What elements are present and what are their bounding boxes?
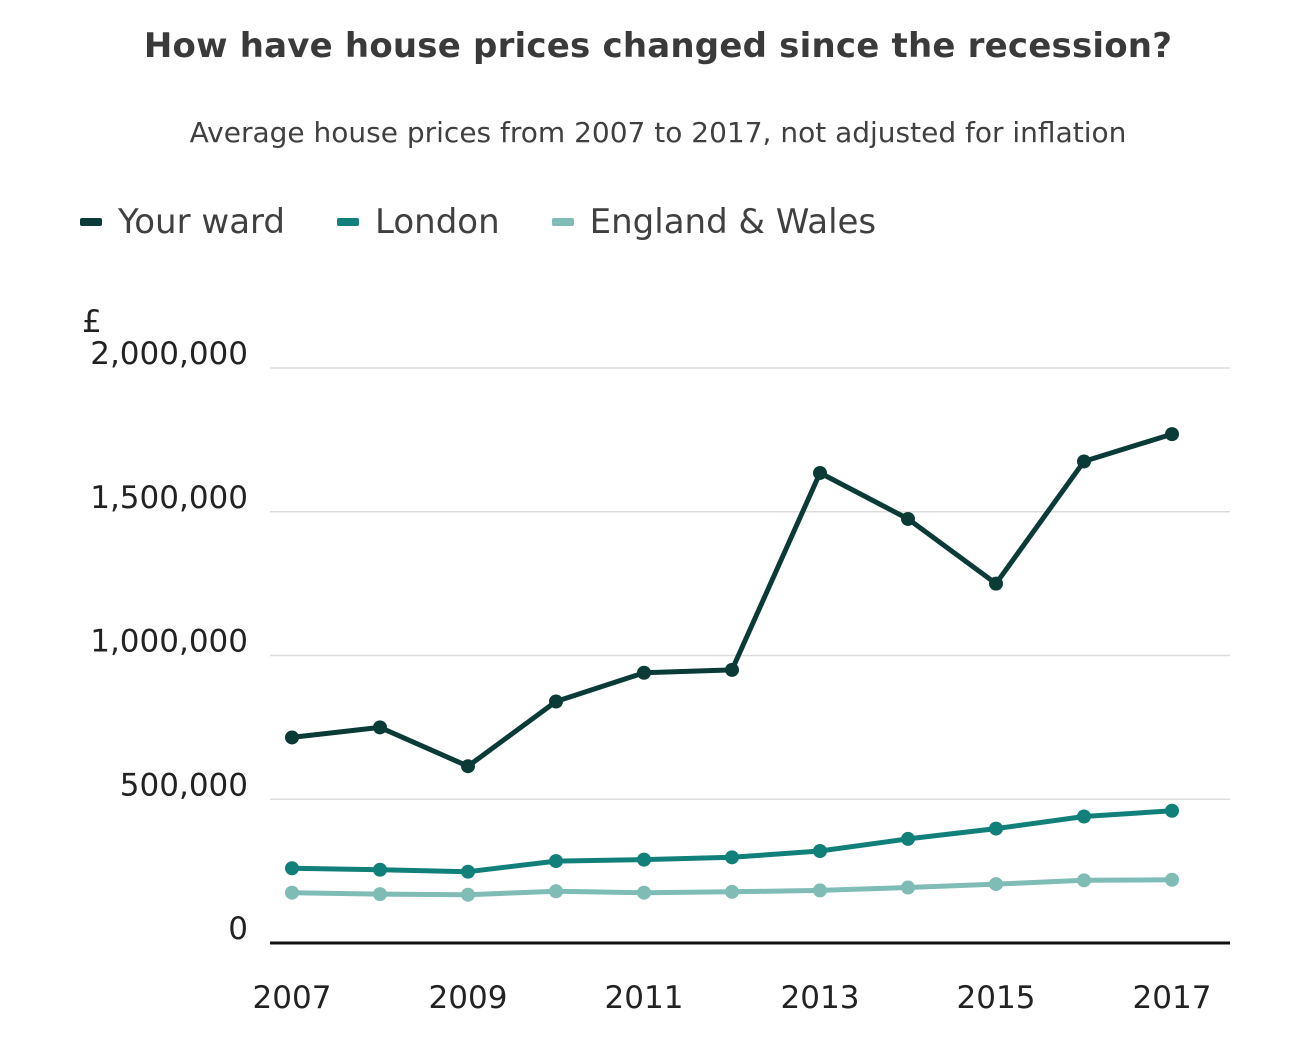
gridlines [270,367,1230,800]
data-point-london-2009 [461,864,475,879]
x-axis-tick-labels: 2007 2009 2011 2013 2015 2017 [253,980,1212,1016]
data-point-your-ward-2014 [901,511,915,526]
legend-swatch-london [337,218,359,226]
y-tick-label-0: 0 [228,911,248,947]
data-point-england-wales-2010 [549,884,563,899]
data-point-your-ward-2008 [373,720,387,735]
x-tick-label-2017: 2017 [1133,980,1212,1016]
legend-item-england-wales: England & Wales [551,202,877,242]
data-point-england-wales-2015 [989,877,1003,892]
data-point-your-ward-2017 [1165,427,1179,442]
data-point-london-2012 [725,850,739,865]
data-point-your-ward-2012 [725,662,739,677]
y-tick-label-1,500,000: 1,500,000 [90,480,248,516]
data-point-london-2014 [901,831,915,846]
data-point-your-ward-2007 [285,730,299,745]
series-line-your-ward [289,431,1175,769]
data-point-london-2015 [989,821,1003,836]
chart-title: How have house prices changed since the … [143,26,1173,66]
data-point-london-2008 [373,862,387,877]
data-point-england-wales-2014 [901,880,915,895]
chart-subtitle: Average house prices from 2007 to 2017, … [189,116,1127,149]
data-point-london-2013 [813,844,827,858]
data-point-your-ward-2015 [989,576,1003,591]
data-point-london-2011 [637,852,651,867]
data-point-england-wales-2008 [373,887,387,902]
legend-item-london: London [337,202,500,242]
data-point-london-2007 [285,861,299,876]
data-point-london-2017 [1165,803,1179,818]
data-point-london-2016 [1077,809,1091,824]
legend-swatch-england-wales [551,218,574,226]
y-axis-tick-labels: 0 500,000 1,000,000 1,500,000 2,000,000 [90,336,248,947]
data-point-england-wales-2011 [637,885,651,900]
data-point-your-ward-2016 [1077,454,1091,469]
data-point-england-wales-2017 [1165,872,1179,887]
series-england-wales [285,872,1179,902]
chart-legend: Your ward London England & Wales [80,200,928,244]
legend-label-your-ward: Your ward [118,202,285,242]
legend-label-england-wales: England & Wales [589,202,877,242]
y-axis-unit-label: £ [82,304,102,340]
legend-item-your-ward: Your ward [80,202,285,242]
data-point-england-wales-2016 [1077,873,1091,888]
x-tick-label-2013: 2013 [781,980,860,1016]
data-point-your-ward-2009 [461,759,475,774]
x-tick-label-2009: 2009 [429,980,508,1016]
y-tick-label-1,000,000: 1,000,000 [90,624,248,660]
data-point-your-ward-2013 [813,465,827,480]
legend-swatch-your-ward [80,218,102,226]
data-point-england-wales-2012 [725,884,739,899]
data-point-england-wales-2007 [285,885,299,900]
data-point-london-2010 [549,854,563,869]
data-point-england-wales-2009 [461,887,475,902]
series-london [285,803,1179,879]
x-tick-label-2007: 2007 [253,980,332,1016]
y-tick-label-500,000: 500,000 [120,767,248,803]
series-your-ward [285,427,1179,774]
data-point-your-ward-2010 [549,694,563,709]
x-tick-label-2015: 2015 [957,980,1036,1016]
data-point-england-wales-2013 [813,883,827,898]
y-tick-label-2,000,000: 2,000,000 [90,336,248,372]
series-layer [285,427,1179,902]
data-point-your-ward-2011 [637,665,651,680]
x-tick-label-2011: 2011 [605,980,684,1016]
legend-label-london: London [375,202,500,242]
